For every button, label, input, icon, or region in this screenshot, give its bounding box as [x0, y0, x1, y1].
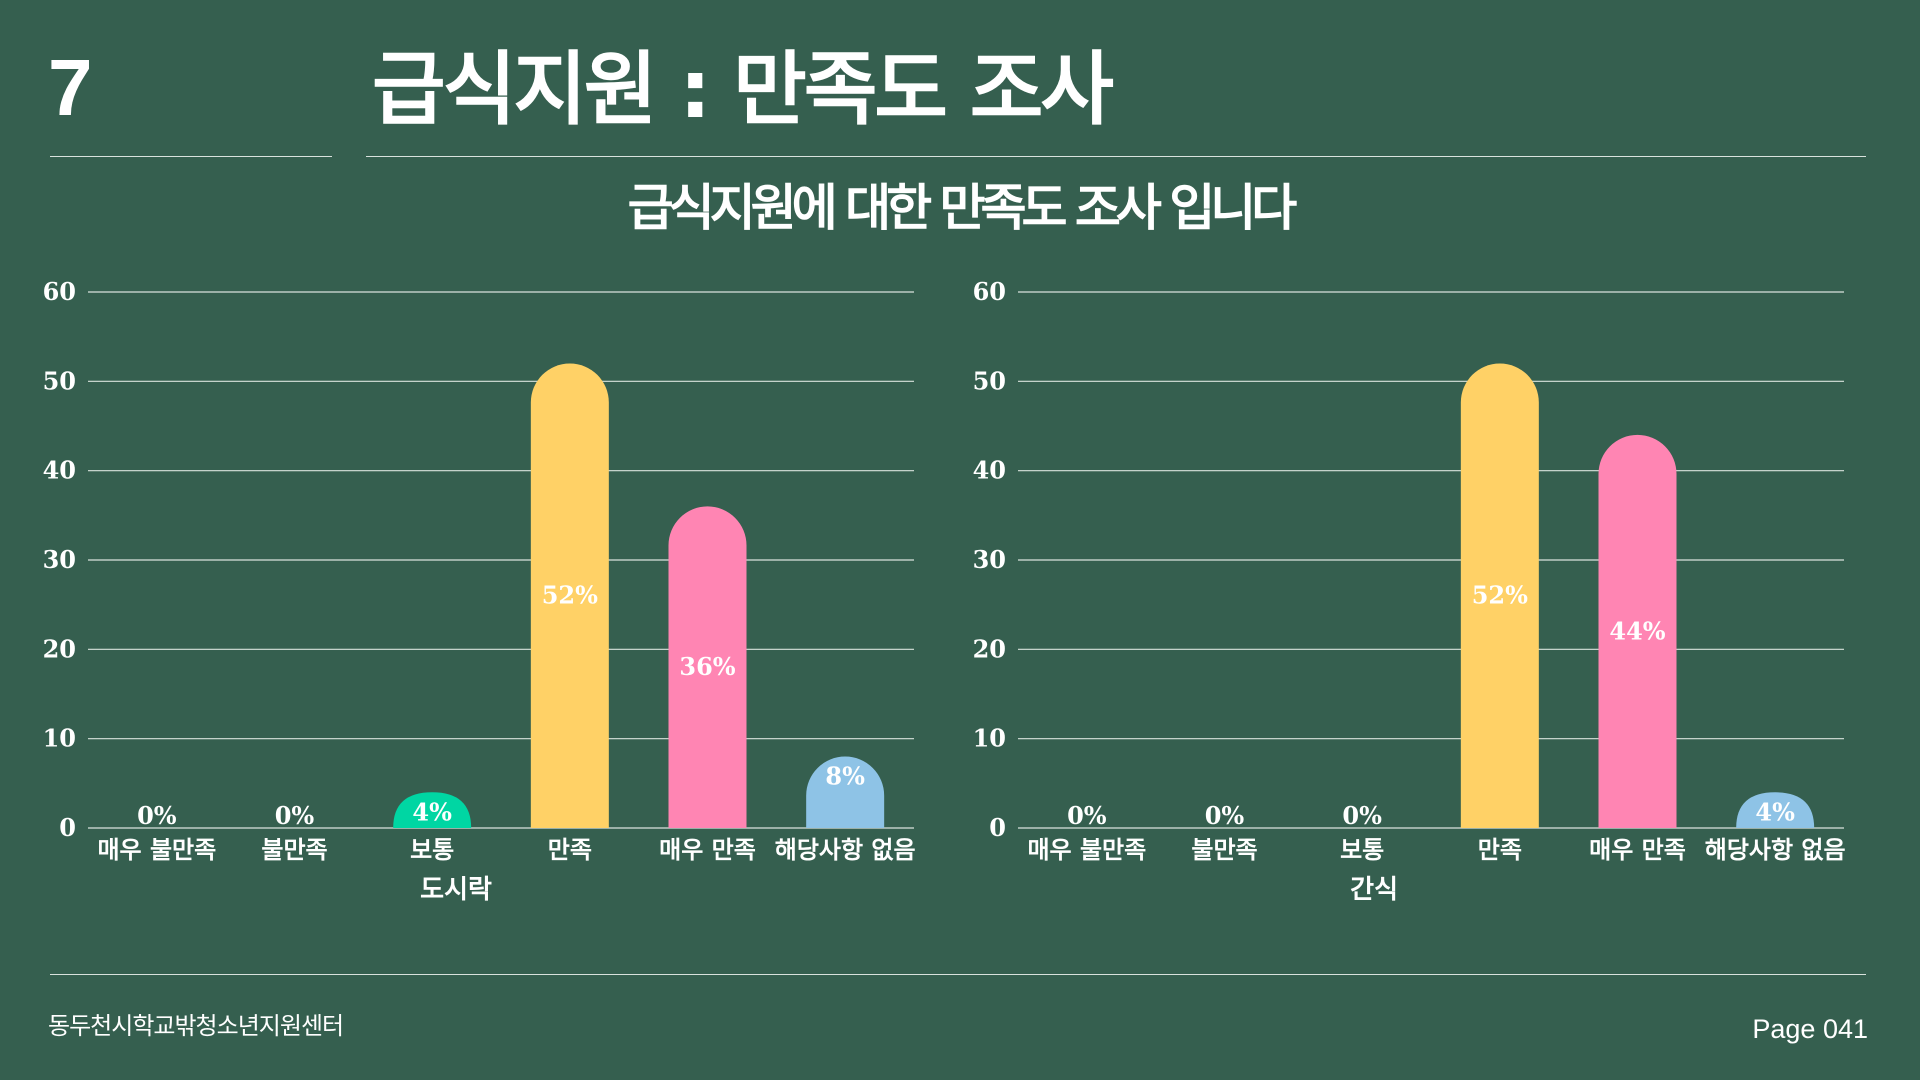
data-label: 36%	[679, 652, 735, 681]
data-label: 0%	[275, 801, 315, 830]
y-tick-label: 0	[989, 813, 1006, 842]
category-label: 매우 불만족	[1027, 835, 1146, 864]
data-label: 44%	[1609, 616, 1665, 645]
footer-page-number: Page 041	[1752, 1014, 1868, 1044]
data-label: 8%	[825, 762, 865, 791]
y-tick-label: 20	[973, 634, 1006, 663]
data-label: 0%	[1067, 801, 1107, 830]
title-underline-right	[366, 156, 1866, 157]
y-tick-label: 50	[43, 366, 76, 395]
section-number: 7	[48, 43, 93, 132]
category-label: 매우 만족	[659, 835, 756, 864]
data-label: 52%	[542, 581, 598, 610]
lunchbox-chart: 0 10 20 30 40 50 60 0% 매우 불만족 0% 불만족 4% 보통 52% 만족 36% 매우…	[20, 270, 920, 910]
bar	[806, 756, 885, 828]
data-label: 0%	[1342, 801, 1382, 830]
y-tick-label: 50	[973, 366, 1006, 395]
category-label: 보통	[410, 835, 454, 864]
category-label: 불만족	[1191, 835, 1257, 864]
bar	[530, 363, 609, 828]
bar	[393, 792, 472, 828]
category-label: 보통	[1340, 835, 1384, 864]
y-tick-label: 60	[43, 277, 76, 306]
y-tick-label: 40	[43, 456, 76, 485]
y-tick-label: 10	[43, 724, 76, 753]
page-title: 급식지원 : 만족도 조사	[372, 43, 1114, 136]
category-label: 불만족	[261, 835, 327, 864]
category-label: 만족	[548, 835, 592, 864]
bar	[1736, 792, 1815, 828]
y-tick-label: 30	[973, 545, 1006, 574]
snack-chart: 0 10 20 30 40 50 60 0% 매우 불만족 0% 불만족 0% 보통 52% 만족 44% 매우…	[950, 270, 1850, 910]
page-subtitle: 급식지원에 대한 만족도 조사 입니다	[627, 178, 1298, 237]
category-label: 매우 불만족	[97, 835, 216, 864]
title-underline-left	[50, 156, 332, 157]
y-tick-label: 10	[973, 724, 1006, 753]
y-tick-label: 20	[43, 634, 76, 663]
legend-label: 간식	[1350, 875, 1398, 905]
legend-label: 도시락	[420, 875, 492, 905]
category-label: 매우 만족	[1589, 835, 1686, 864]
y-tick-label: 0	[59, 813, 76, 842]
data-label: 4%	[1755, 797, 1795, 826]
category-label: 해당사항 없음	[775, 835, 916, 864]
snack-chart-svg: 0 10 20 30 40 50 60 0% 매우 불만족 0% 불만족 0% 보통 52% 만족 44% 매우…	[973, 277, 1846, 905]
bar	[1598, 434, 1677, 828]
data-label: 52%	[1472, 581, 1528, 610]
category-label: 해당사항 없음	[1705, 835, 1846, 864]
y-tick-label: 60	[973, 277, 1006, 306]
footer-organization: 동두천시학교밖청소년지원센터	[48, 1012, 344, 1040]
y-tick-label: 40	[973, 456, 1006, 485]
footer-divider	[50, 974, 1866, 975]
data-label: 4%	[412, 797, 452, 826]
data-label: 0%	[137, 801, 177, 830]
bar	[668, 506, 747, 828]
bar	[1460, 363, 1539, 828]
category-label: 만족	[1478, 835, 1522, 864]
lunchbox-chart-svg: 0 10 20 30 40 50 60 0% 매우 불만족 0% 불만족 4% 보통 52% 만족 36% 매우…	[43, 277, 916, 905]
y-tick-label: 30	[43, 545, 76, 574]
data-label: 0%	[1205, 801, 1245, 830]
